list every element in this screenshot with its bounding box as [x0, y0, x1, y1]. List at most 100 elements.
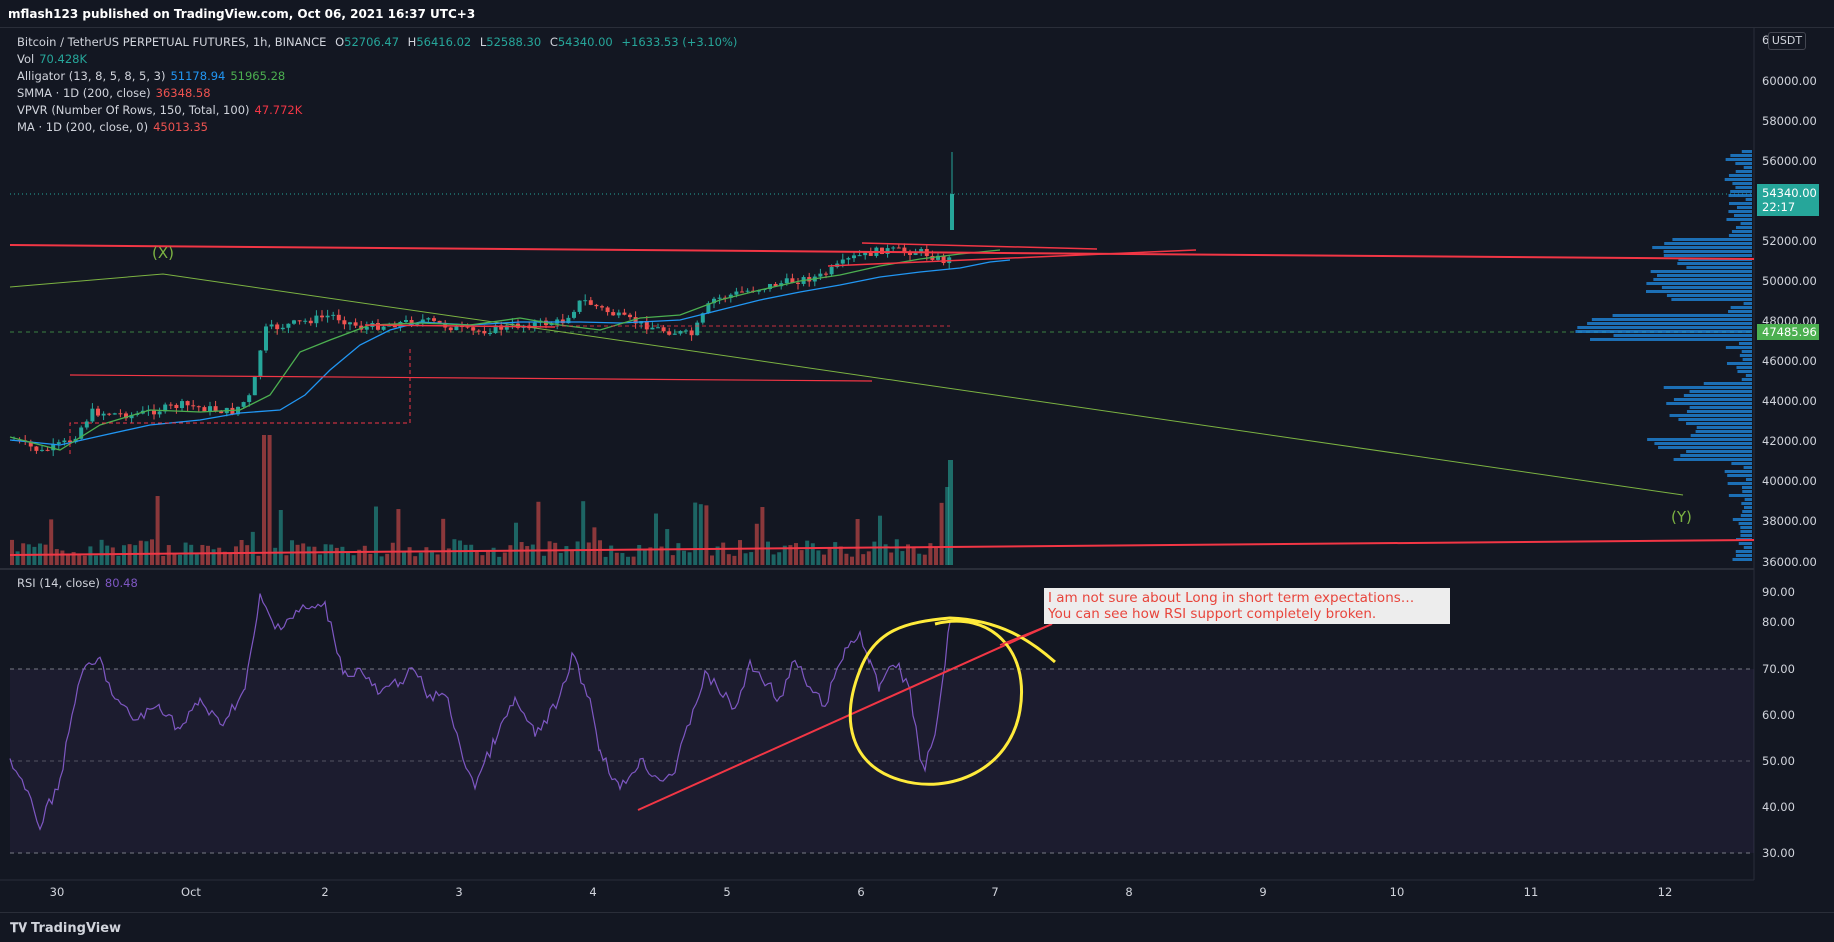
- text-note[interactable]: I am not sure about Long in short term e…: [1044, 588, 1450, 624]
- vpvr-row: [1735, 162, 1752, 165]
- candle-body: [62, 440, 67, 443]
- legend-ma-row[interactable]: MA · 1D (200, close, 0) 45013.35: [17, 120, 208, 134]
- price-tick: 60000.00: [1762, 74, 1817, 88]
- volume-bar: [682, 550, 686, 565]
- volume-bar: [665, 529, 670, 565]
- candle-body: [79, 427, 84, 439]
- volume-bar: [10, 539, 14, 565]
- alligator-value-2: 51965.28: [230, 69, 286, 83]
- candle-body: [689, 330, 694, 336]
- legend-smma-row[interactable]: SMMA · 1D (200, close) 36348.58: [17, 86, 211, 100]
- time-tick: 30: [50, 885, 65, 899]
- chart-area[interactable]: [0, 28, 1834, 912]
- candle-body: [90, 408, 95, 422]
- ma-value: 45013.35: [153, 120, 208, 134]
- vpvr-row: [1726, 218, 1752, 221]
- red-trendline-2: [69, 374, 873, 382]
- candle-body: [908, 251, 912, 255]
- vpvr-row: [1612, 314, 1752, 317]
- rsi-tick: 80.00: [1762, 615, 1795, 629]
- candle-body: [605, 307, 610, 313]
- volume-bar: [620, 553, 625, 565]
- dashed-range-box: [69, 348, 411, 454]
- candle-body: [880, 247, 884, 254]
- candle-body: [465, 326, 470, 328]
- candle-body: [919, 248, 924, 254]
- vpvr-row: [1742, 510, 1752, 513]
- candle-body: [678, 331, 683, 334]
- vpvr-row: [1730, 190, 1752, 193]
- vpvr-row: [1647, 438, 1752, 441]
- vpvr-row: [1735, 170, 1752, 173]
- volume-bar: [133, 545, 138, 565]
- volume-bar: [883, 544, 888, 565]
- legend-symbol-row[interactable]: Bitcoin / TetherUS PERPETUAL FUTURES, 1h…: [17, 35, 737, 49]
- volume-bar: [396, 509, 401, 565]
- last-price-tag-bg: [1757, 184, 1819, 216]
- volume-bar: [256, 555, 261, 565]
- vpvr-row: [1690, 434, 1752, 437]
- volume-bar: [222, 551, 227, 565]
- candle-body: [303, 320, 308, 322]
- candle-body: [796, 282, 800, 284]
- vpvr-row: [1733, 214, 1752, 217]
- volume-bar: [234, 546, 238, 565]
- legend-vol-row[interactable]: Vol 70.428K: [17, 52, 87, 66]
- volume-bar: [189, 544, 194, 565]
- price-axis: 6 60000.00 58000.00 56000.00 52000.00 50…: [1762, 33, 1817, 569]
- candle-body: [740, 291, 744, 293]
- time-tick: 8: [1125, 885, 1132, 899]
- time-tick: Oct: [181, 885, 201, 899]
- volume-bar: [553, 542, 558, 565]
- vpvr-row: [1739, 354, 1752, 357]
- candle-body: [208, 406, 212, 412]
- volume-bar: [267, 435, 272, 565]
- volume-bar: [469, 544, 474, 565]
- candle-body: [476, 330, 481, 332]
- rsi-line: [9, 593, 951, 831]
- candle-body: [51, 443, 56, 451]
- volume-bar: [838, 546, 843, 565]
- tradingview-logo[interactable]: 𝐓𝐕 TradingView: [10, 921, 121, 936]
- volume-bar: [816, 550, 821, 565]
- price-tick: 40000.00: [1762, 474, 1817, 488]
- red-trendline-1: [9, 244, 1755, 260]
- volume-bar: [32, 546, 37, 565]
- vpvr-row: [1728, 210, 1752, 213]
- volume-bar: [771, 554, 776, 565]
- volume-profile: [1575, 150, 1752, 561]
- candle-body: [96, 408, 100, 416]
- volume-bar: [732, 555, 737, 565]
- volume-bar: [99, 539, 104, 565]
- price-tick: 6: [1762, 33, 1769, 47]
- last-price-tag: 54340.00: [1762, 186, 1817, 200]
- note-line-1: I am not sure about Long in short term e…: [1048, 590, 1415, 606]
- rsi-tick: 50.00: [1762, 754, 1795, 768]
- currency-button[interactable]: USDT: [1768, 32, 1806, 50]
- legend-rsi-row[interactable]: RSI (14, close) 80.48: [17, 576, 138, 590]
- ma-trend-line: [9, 273, 1684, 496]
- volume-bar: [934, 547, 938, 565]
- volume-bar: [637, 544, 642, 565]
- legend-vpvr-row[interactable]: VPVR (Number Of Rows, 150, Total, 100) 47…: [17, 103, 302, 117]
- vpvr-row: [1741, 150, 1752, 153]
- vpvr-row: [1658, 446, 1752, 449]
- legend-alligator-row[interactable]: Alligator (13, 8, 5, 8, 5, 3) 51178.94 519…: [17, 69, 285, 83]
- vpvr-row: [1663, 386, 1752, 389]
- vpvr-row: [1743, 302, 1752, 305]
- candle-body: [180, 401, 184, 409]
- vpvr-row: [1696, 426, 1752, 429]
- candle-body: [112, 413, 117, 415]
- vpvr-row: [1591, 318, 1752, 321]
- price-tick: 56000.00: [1762, 154, 1817, 168]
- volume-bar: [878, 515, 882, 565]
- candle-body: [297, 320, 302, 322]
- volume-bar: [766, 541, 770, 565]
- price-tick: 42000.00: [1762, 434, 1817, 448]
- volume-bar: [155, 496, 160, 565]
- candle-body: [432, 318, 436, 321]
- volume-bar: [738, 540, 742, 565]
- volume-bar: [536, 501, 541, 565]
- vpvr-row: [1689, 406, 1752, 409]
